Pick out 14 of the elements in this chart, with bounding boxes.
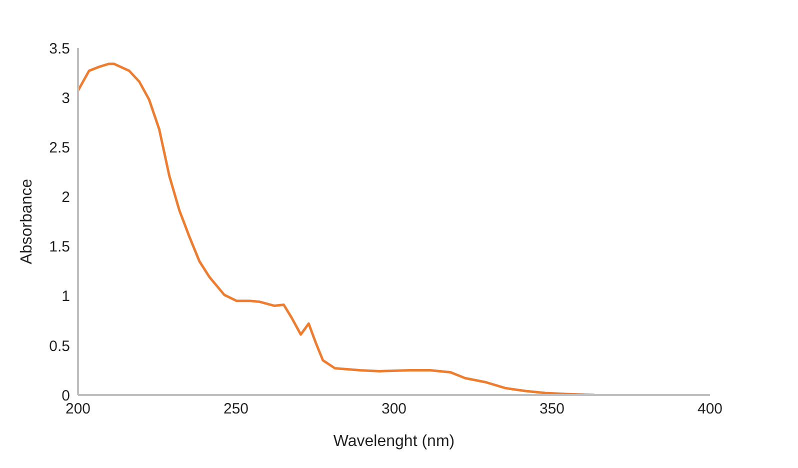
x-tick-label: 400 (697, 400, 723, 418)
x-tick-label: 300 (381, 400, 407, 418)
x-axis-title: Wavelenght (nm) (333, 433, 455, 450)
y-tick-label: 3.5 (49, 40, 70, 58)
y-tick-label: 0.5 (49, 338, 70, 355)
y-tick-label: 1 (62, 288, 70, 306)
y-tick-label: 3 (62, 90, 70, 107)
x-tick-label: 250 (223, 400, 249, 418)
x-tick-label: 350 (539, 400, 565, 418)
y-axis-title: Absorbance (18, 178, 36, 264)
y-tick-label: 2 (62, 189, 70, 206)
y-tick-label: 1.5 (49, 238, 70, 256)
line-series (78, 62, 596, 395)
y-tick-label: 2.5 (49, 139, 70, 156)
